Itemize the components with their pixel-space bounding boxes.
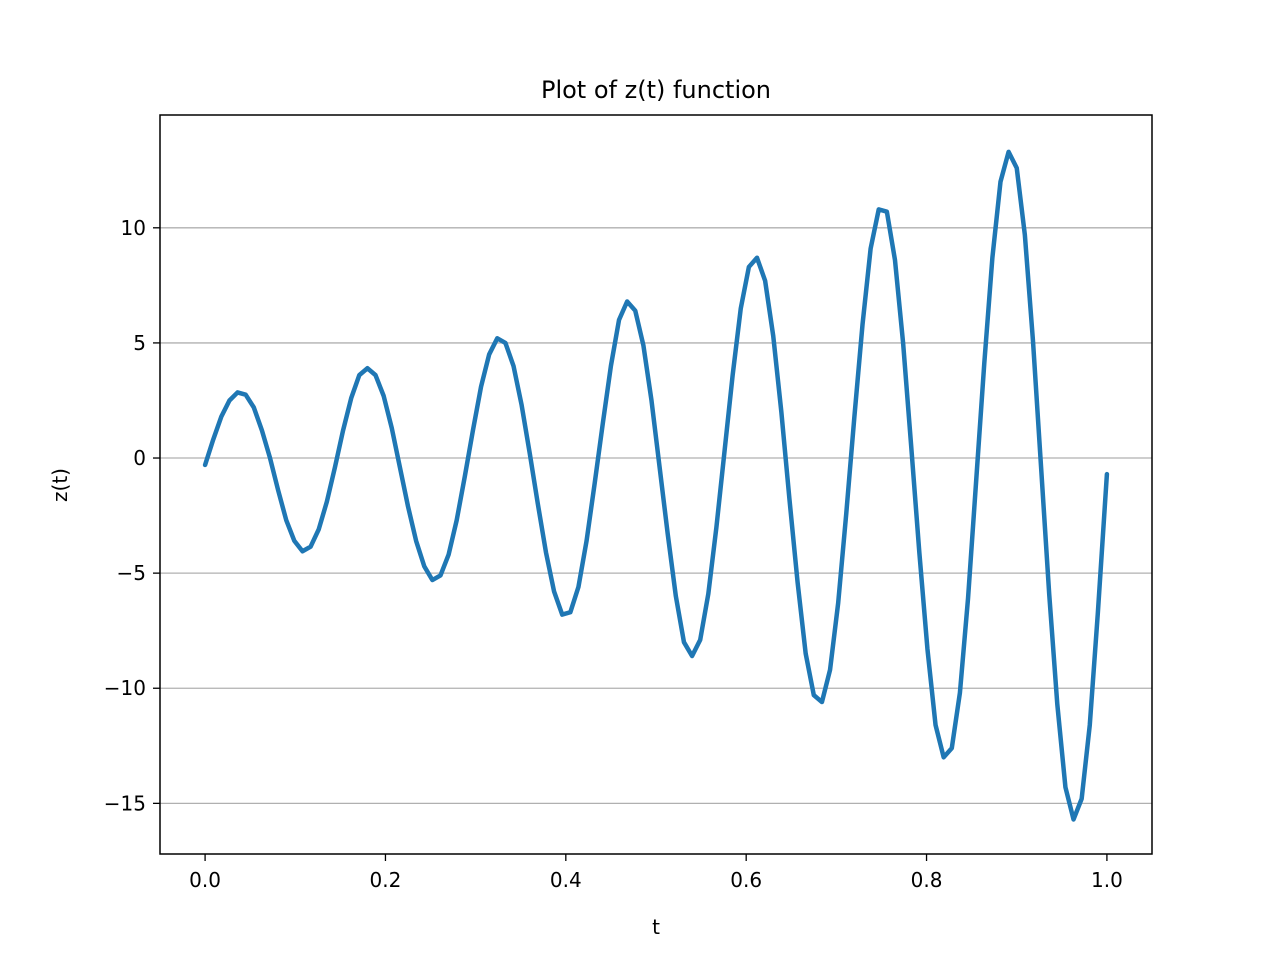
- x-tick-label-3: 0.6: [730, 868, 762, 892]
- y-tick-label-0: −15: [104, 791, 146, 815]
- y-tick-label-3: 0: [133, 446, 146, 470]
- series-line-0: [202, 149, 1110, 822]
- chart-title: Plot of z(t) function: [541, 76, 771, 104]
- x-tick-label-5: 1.0: [1091, 868, 1123, 892]
- x-axis-label: t: [652, 915, 660, 939]
- x-tick-label-1: 0.2: [370, 868, 402, 892]
- x-tick-label-2: 0.4: [550, 868, 582, 892]
- y-axis-label: z(t): [48, 468, 72, 502]
- x-tick-label-4: 0.8: [911, 868, 943, 892]
- y-tick-label-1: −10: [104, 676, 146, 700]
- grid: [160, 227, 1152, 805]
- y-tick-label-4: 5: [133, 331, 146, 355]
- y-axis-ticks: −15 −10 −5 0 5 10: [104, 216, 160, 815]
- y-tick-label-5: 10: [121, 216, 146, 240]
- x-axis-ticks: 0.0 0.2 0.4 0.6 0.8 1.0: [189, 854, 1123, 892]
- axes-frame: [159, 114, 1153, 855]
- y-tick-label-2: −5: [117, 561, 146, 585]
- x-tick-label-0: 0.0: [189, 868, 221, 892]
- plot-area: [202, 149, 1110, 822]
